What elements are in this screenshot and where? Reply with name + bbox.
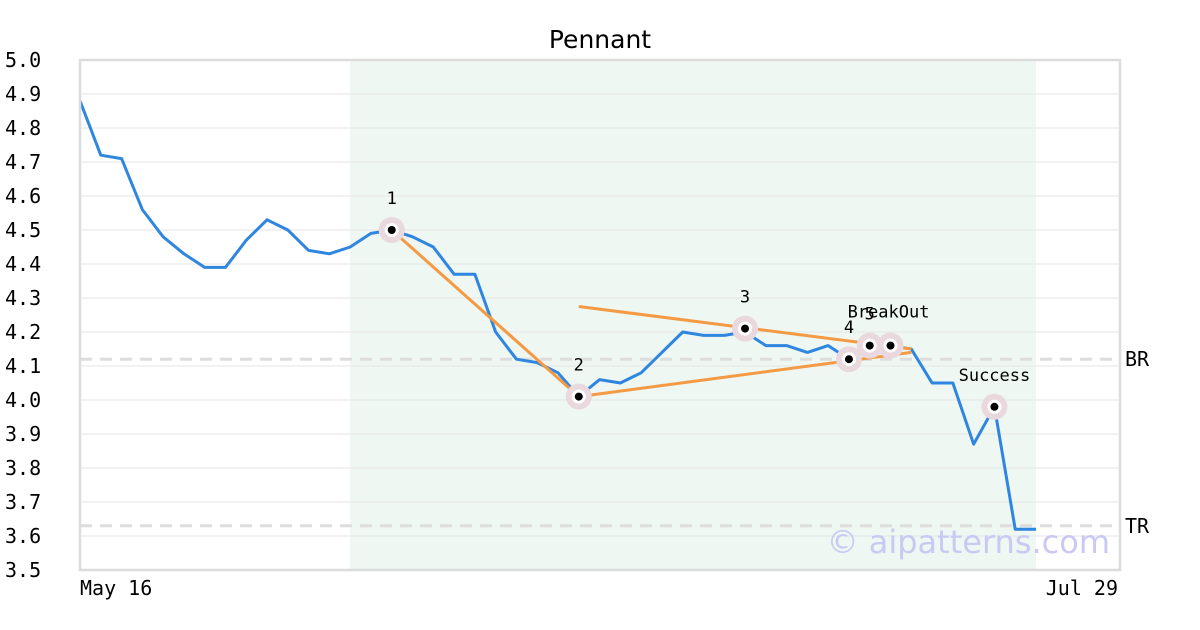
- x-tick-end: Jul 29: [1046, 576, 1118, 600]
- trend-line: [390, 228, 580, 398]
- y-tick-label: 4.9: [5, 82, 41, 106]
- y-tick-label: 4.1: [5, 354, 41, 378]
- plot-frame: [78, 58, 1122, 572]
- y-tick-label: 4.4: [5, 252, 41, 276]
- pattern-point-label: 2: [574, 356, 584, 376]
- pattern-point: [865, 341, 874, 350]
- highlight-region: [350, 60, 1036, 570]
- y-tick-label: 3.7: [5, 490, 41, 514]
- y-axis: 3.5 3.6 3.7 3.8 3.9 4.0 4.1 4.2 4.3 4.4 4.5 4.6 4.7 4…: [5, 48, 41, 582]
- y-tick-label: 3.9: [5, 422, 41, 446]
- pattern-point-label: 1: [387, 189, 397, 209]
- pattern-point-label: BreakOut: [848, 303, 930, 323]
- pattern-point: [990, 402, 999, 411]
- y-tick-label: 4.2: [5, 320, 41, 344]
- y-tick-label: 4.5: [5, 218, 41, 242]
- y-tick-label: 4.8: [5, 116, 41, 140]
- reference-label-br: BR: [1125, 347, 1150, 371]
- watermark: © aipatterns.com: [827, 523, 1110, 561]
- x-tick-start: May 16: [80, 576, 152, 600]
- y-tick-label: 4.7: [5, 150, 41, 174]
- horizontal-lines: BR TR: [80, 347, 1150, 538]
- y-tick-label: 3.6: [5, 524, 41, 548]
- pattern-point: [574, 392, 583, 401]
- reference-label-tr: TR: [1125, 514, 1150, 538]
- y-tick-label: 4.3: [5, 286, 41, 310]
- gridlines: [80, 59, 1120, 571]
- pattern-point: [886, 341, 895, 350]
- pattern-point-label: 4: [844, 318, 854, 338]
- y-tick-label: 5.0: [5, 48, 41, 72]
- pattern-point-label: 5: [865, 305, 875, 325]
- pattern-point: [741, 324, 750, 333]
- y-tick-label: 4.6: [5, 184, 41, 208]
- y-tick-label: 4.0: [5, 388, 41, 412]
- y-tick-label: 3.8: [5, 456, 41, 480]
- pattern-point-label: Success: [959, 366, 1031, 386]
- y-tick-label: 3.5: [5, 558, 41, 582]
- pattern-point: [844, 355, 853, 364]
- pattern-point: [387, 226, 396, 234]
- pattern-point-label: 3: [740, 288, 750, 308]
- chart-title: Pennant: [549, 25, 651, 54]
